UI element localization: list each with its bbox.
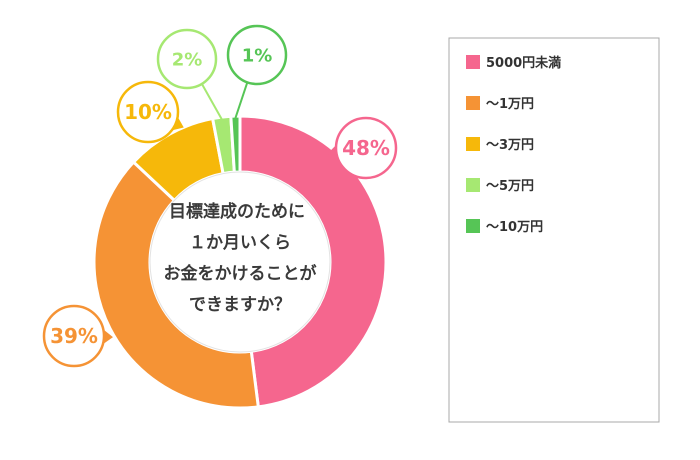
callout-pointer [234, 82, 249, 119]
center-line-1: 目標達成のために [169, 201, 305, 222]
center-line-3: お金をかけることが [164, 263, 317, 284]
legend-label-upto-50000: 〜5万円 [486, 179, 534, 194]
callout-tail [102, 329, 113, 345]
callout-under-5000: 48% [327, 116, 398, 180]
callout-circle [226, 24, 288, 86]
legend-swatch-under-5000 [466, 55, 480, 69]
callout-circle [156, 28, 218, 90]
legend-label-upto-30000: 〜3万円 [486, 138, 534, 153]
value-label-under-5000: 48% [342, 136, 390, 160]
legend: 5000円未満〜1万円〜3万円〜5万円〜10万円 [448, 37, 660, 423]
legend-swatch-upto-10000 [466, 96, 480, 110]
legend-label-upto-100000: 〜10万円 [486, 220, 543, 235]
callout-pointer [200, 83, 223, 120]
legend-swatch-upto-50000 [466, 178, 480, 192]
legend-label-under-5000: 5000円未満 [486, 55, 561, 71]
callout-upto-10000: 39% [42, 304, 113, 368]
callout-circle [42, 304, 106, 368]
center-line-4: できますか？ [189, 295, 291, 315]
value-label-upto-10000: 39% [50, 324, 98, 348]
chart-slices [92, 114, 388, 410]
legend-box [448, 37, 660, 423]
callout-circle [116, 80, 180, 144]
value-label-upto-30000: 10% [124, 100, 172, 124]
value-label-upto-100000: 1% [242, 45, 273, 66]
value-callouts: 48% 39% 10% 2% 1% [42, 24, 398, 368]
callout-upto-50000: 2% [156, 28, 223, 120]
legend-swatch-upto-100000 [466, 219, 480, 233]
legend-label-upto-10000: 〜1万円 [486, 97, 534, 112]
callout-upto-30000: 10% [116, 80, 184, 144]
value-label-upto-50000: 2% [172, 49, 203, 70]
callout-circle [334, 116, 398, 180]
center-line-2: １か月いくら [189, 233, 291, 253]
legend-swatch-upto-30000 [466, 137, 480, 151]
callout-upto-100000: 1% [226, 24, 288, 119]
center-question: 目標達成のために １か月いくら お金をかけることが できますか？ [149, 171, 331, 353]
